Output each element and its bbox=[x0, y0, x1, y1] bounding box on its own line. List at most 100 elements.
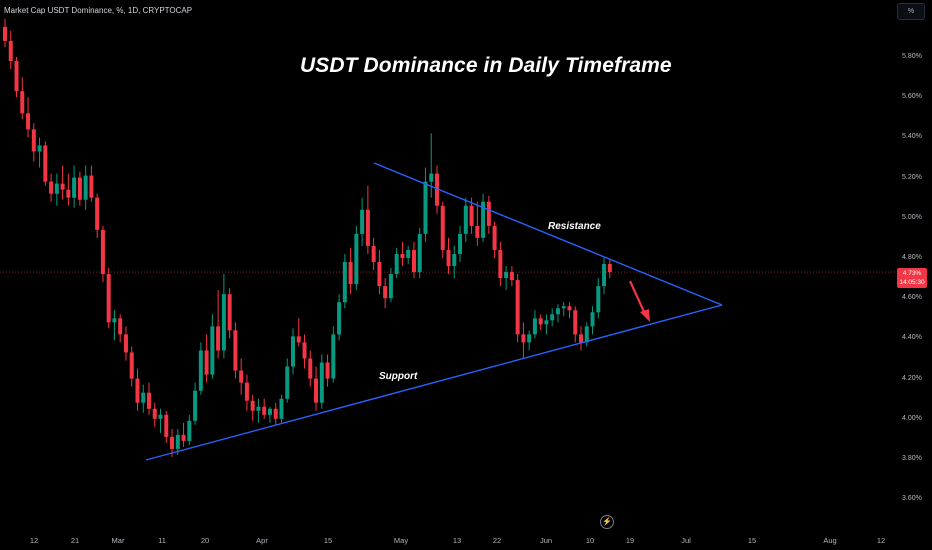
lightning-icon[interactable]: ⚡ bbox=[600, 515, 614, 529]
candle-body[interactable] bbox=[550, 314, 555, 321]
candle-body[interactable] bbox=[302, 342, 307, 359]
candle-body[interactable] bbox=[452, 253, 457, 267]
candle-body[interactable] bbox=[567, 306, 572, 311]
candle-body[interactable] bbox=[325, 362, 330, 379]
candle-body[interactable] bbox=[285, 366, 290, 399]
candle-body[interactable] bbox=[256, 406, 261, 411]
candle-body[interactable] bbox=[411, 249, 416, 273]
candle-body[interactable] bbox=[118, 318, 123, 335]
candle-body[interactable] bbox=[14, 61, 19, 92]
candle-body[interactable] bbox=[607, 264, 612, 273]
candle-body[interactable] bbox=[20, 91, 25, 114]
candle-body[interactable] bbox=[291, 336, 295, 367]
candle-body[interactable] bbox=[83, 175, 88, 200]
percent-scale-button[interactable]: % bbox=[897, 3, 925, 20]
candle-body[interactable] bbox=[458, 233, 463, 254]
candle-body[interactable] bbox=[193, 390, 198, 421]
candle-body[interactable] bbox=[377, 262, 382, 287]
candle-body[interactable] bbox=[354, 233, 359, 285]
candle-body[interactable] bbox=[590, 312, 595, 327]
candle-body[interactable] bbox=[181, 434, 186, 441]
candle-body[interactable] bbox=[43, 145, 48, 182]
candle-body[interactable] bbox=[314, 378, 319, 403]
candle-body[interactable] bbox=[233, 330, 238, 371]
candle-body[interactable] bbox=[244, 382, 249, 401]
candle-body[interactable] bbox=[135, 378, 140, 403]
resistance-trendline[interactable] bbox=[373, 162, 723, 306]
candle-body[interactable] bbox=[100, 229, 105, 275]
candle-body[interactable] bbox=[469, 205, 474, 226]
candle-body[interactable] bbox=[544, 320, 549, 325]
candle-body[interactable] bbox=[147, 392, 151, 409]
candle-body[interactable] bbox=[492, 225, 497, 250]
candle-body[interactable] bbox=[152, 408, 157, 419]
candle-body[interactable] bbox=[342, 262, 347, 303]
candle-body[interactable] bbox=[141, 392, 146, 403]
candle-body[interactable] bbox=[221, 294, 226, 351]
candle-body[interactable] bbox=[31, 129, 36, 152]
candle-body[interactable] bbox=[89, 175, 94, 198]
candle-body[interactable] bbox=[227, 294, 232, 331]
candle-body[interactable] bbox=[66, 189, 71, 198]
candle-body[interactable] bbox=[538, 318, 543, 325]
candle-body[interactable] bbox=[348, 262, 353, 285]
candle-body[interactable] bbox=[504, 272, 509, 279]
candle-body[interactable] bbox=[279, 398, 284, 419]
candle-body[interactable] bbox=[273, 408, 278, 419]
candle-body[interactable] bbox=[129, 352, 134, 379]
candle-body[interactable] bbox=[417, 233, 422, 273]
candle-body[interactable] bbox=[26, 113, 31, 130]
candle-body[interactable] bbox=[579, 334, 583, 343]
candle-body[interactable] bbox=[527, 334, 532, 343]
candle-body[interactable] bbox=[123, 334, 128, 353]
candle-body[interactable] bbox=[72, 177, 77, 198]
candle-body[interactable] bbox=[37, 145, 42, 152]
candle-body[interactable] bbox=[106, 274, 111, 323]
candle-body[interactable] bbox=[555, 308, 560, 315]
candle-body[interactable] bbox=[175, 434, 180, 449]
candle-body[interactable] bbox=[170, 436, 175, 449]
candle-body[interactable] bbox=[573, 310, 578, 335]
candle-body[interactable] bbox=[204, 350, 209, 375]
candle-body[interactable] bbox=[400, 253, 405, 258]
candle-body[interactable] bbox=[267, 408, 272, 415]
candle-body[interactable] bbox=[584, 326, 589, 343]
candle-body[interactable] bbox=[95, 197, 100, 230]
candle-body[interactable] bbox=[388, 274, 393, 299]
candle-body[interactable] bbox=[198, 350, 203, 391]
candle-body[interactable] bbox=[371, 245, 376, 263]
candle-body[interactable] bbox=[164, 414, 169, 437]
candle-body[interactable] bbox=[331, 334, 336, 379]
candle-body[interactable] bbox=[60, 183, 65, 190]
candle-body[interactable] bbox=[77, 177, 82, 200]
candle-body[interactable] bbox=[429, 173, 434, 182]
candle-body[interactable] bbox=[187, 420, 192, 441]
candle-body[interactable] bbox=[532, 318, 537, 335]
candle-body[interactable] bbox=[158, 414, 163, 419]
candle-body[interactable] bbox=[481, 201, 486, 238]
candle-body[interactable] bbox=[475, 225, 480, 238]
candle-body[interactable] bbox=[498, 249, 503, 279]
candle-body[interactable] bbox=[49, 181, 54, 194]
candle-body[interactable] bbox=[308, 358, 313, 379]
candle-body[interactable] bbox=[602, 264, 607, 287]
support-trendline[interactable] bbox=[145, 304, 723, 461]
candle-body[interactable] bbox=[365, 209, 370, 246]
candle-body[interactable] bbox=[406, 249, 411, 258]
candle-body[interactable] bbox=[250, 400, 255, 411]
candle-body[interactable] bbox=[486, 201, 491, 226]
candle-body[interactable] bbox=[515, 280, 520, 335]
candle-body[interactable] bbox=[112, 318, 117, 323]
candle-body[interactable] bbox=[239, 370, 244, 383]
candle-body[interactable] bbox=[216, 326, 221, 351]
candle-body[interactable] bbox=[561, 306, 566, 309]
candle-body[interactable] bbox=[383, 286, 388, 299]
down-arrow-shaft[interactable] bbox=[628, 280, 647, 315]
candle-body[interactable] bbox=[262, 406, 267, 415]
candle-body[interactable] bbox=[210, 326, 215, 375]
candle-body[interactable] bbox=[3, 26, 7, 41]
candle-body[interactable] bbox=[521, 334, 526, 343]
candle-body[interactable] bbox=[509, 272, 514, 281]
candle-body[interactable] bbox=[8, 40, 13, 62]
